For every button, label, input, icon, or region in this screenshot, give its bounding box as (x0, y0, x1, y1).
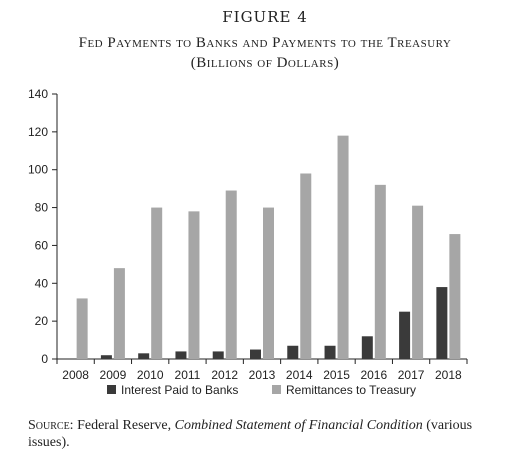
y-tick-label: 120 (28, 125, 48, 139)
bar-interest-paid (100, 355, 112, 359)
source-suffix: (various issues). (28, 418, 473, 450)
x-tick-label: 2018 (435, 368, 462, 382)
chart-title-line1: Fed Payments to Banks and Payments to th… (78, 35, 452, 51)
source-label: Source: (28, 418, 74, 433)
bar-remittances (374, 184, 386, 359)
y-axis: 0 20 40 60 80 100 120 140 (28, 87, 58, 366)
y-tick-label: 60 (35, 238, 49, 252)
x-tick-label: 2008 (62, 368, 89, 382)
bar-interest-paid (250, 349, 261, 359)
bar-remittances (188, 211, 200, 359)
figure-label: FIGURE 4 (222, 8, 308, 26)
bar-remittances (113, 268, 125, 359)
bar-interest-paid (399, 311, 411, 359)
bar-interest-paid (212, 351, 224, 359)
bar-remittances (337, 135, 349, 359)
chart-title: Fed Payments to Banks and Payments to th… (0, 33, 530, 73)
x-tick-label: 2015 (323, 368, 350, 382)
bars (76, 135, 461, 359)
bar-remittances (449, 234, 461, 359)
y-tick-label: 40 (35, 276, 49, 290)
legend-label: Interest Paid to Banks (121, 383, 238, 397)
bar-remittances (412, 205, 424, 359)
y-tick-label: 0 (41, 352, 48, 366)
source-publication: Combined Statement of Financial Conditio… (174, 418, 423, 433)
bar-interest-paid (138, 353, 150, 359)
bar-remittances (263, 207, 274, 359)
bar-remittances (300, 173, 312, 359)
legend-label: Remittances to Treasury (286, 383, 416, 397)
y-tick-label: 140 (28, 87, 48, 101)
x-tick-label: 2009 (100, 368, 127, 382)
bar-interest-paid (175, 351, 187, 359)
bar-interest-paid (436, 287, 448, 359)
x-tick-label: 2010 (137, 368, 164, 382)
legend: Interest Paid to Banks Remittances to Tre… (107, 383, 416, 397)
x-tick-label: 2011 (175, 368, 201, 382)
legend-swatch (107, 385, 116, 394)
bar-remittances (151, 207, 163, 359)
x-tick-label: 2017 (398, 368, 425, 382)
x-tick-label: 2016 (360, 368, 387, 382)
bar-remittances (76, 298, 88, 359)
y-tick-label: 80 (35, 201, 49, 215)
y-tick-label: 20 (35, 314, 49, 328)
source-prefix: Federal Reserve, (73, 418, 175, 433)
x-axis: 2008 2009 2010 2011 2012 2013 2014 2015 2016 2017… (56, 358, 468, 382)
legend-swatch (272, 385, 281, 394)
source-note: Source: Federal Reserve, Combined Statem… (28, 417, 508, 451)
x-tick-label: 2014 (286, 368, 313, 382)
bar-interest-paid (324, 345, 336, 359)
x-tick-label: 2012 (211, 368, 238, 382)
y-tick-label: 100 (28, 163, 48, 177)
bar-interest-paid (287, 345, 299, 359)
bar-remittances (225, 190, 237, 359)
bar-interest-paid (361, 336, 373, 359)
x-tick-label: 2013 (249, 368, 276, 382)
chart-title-line2: (Billions of Dollars) (190, 55, 340, 71)
